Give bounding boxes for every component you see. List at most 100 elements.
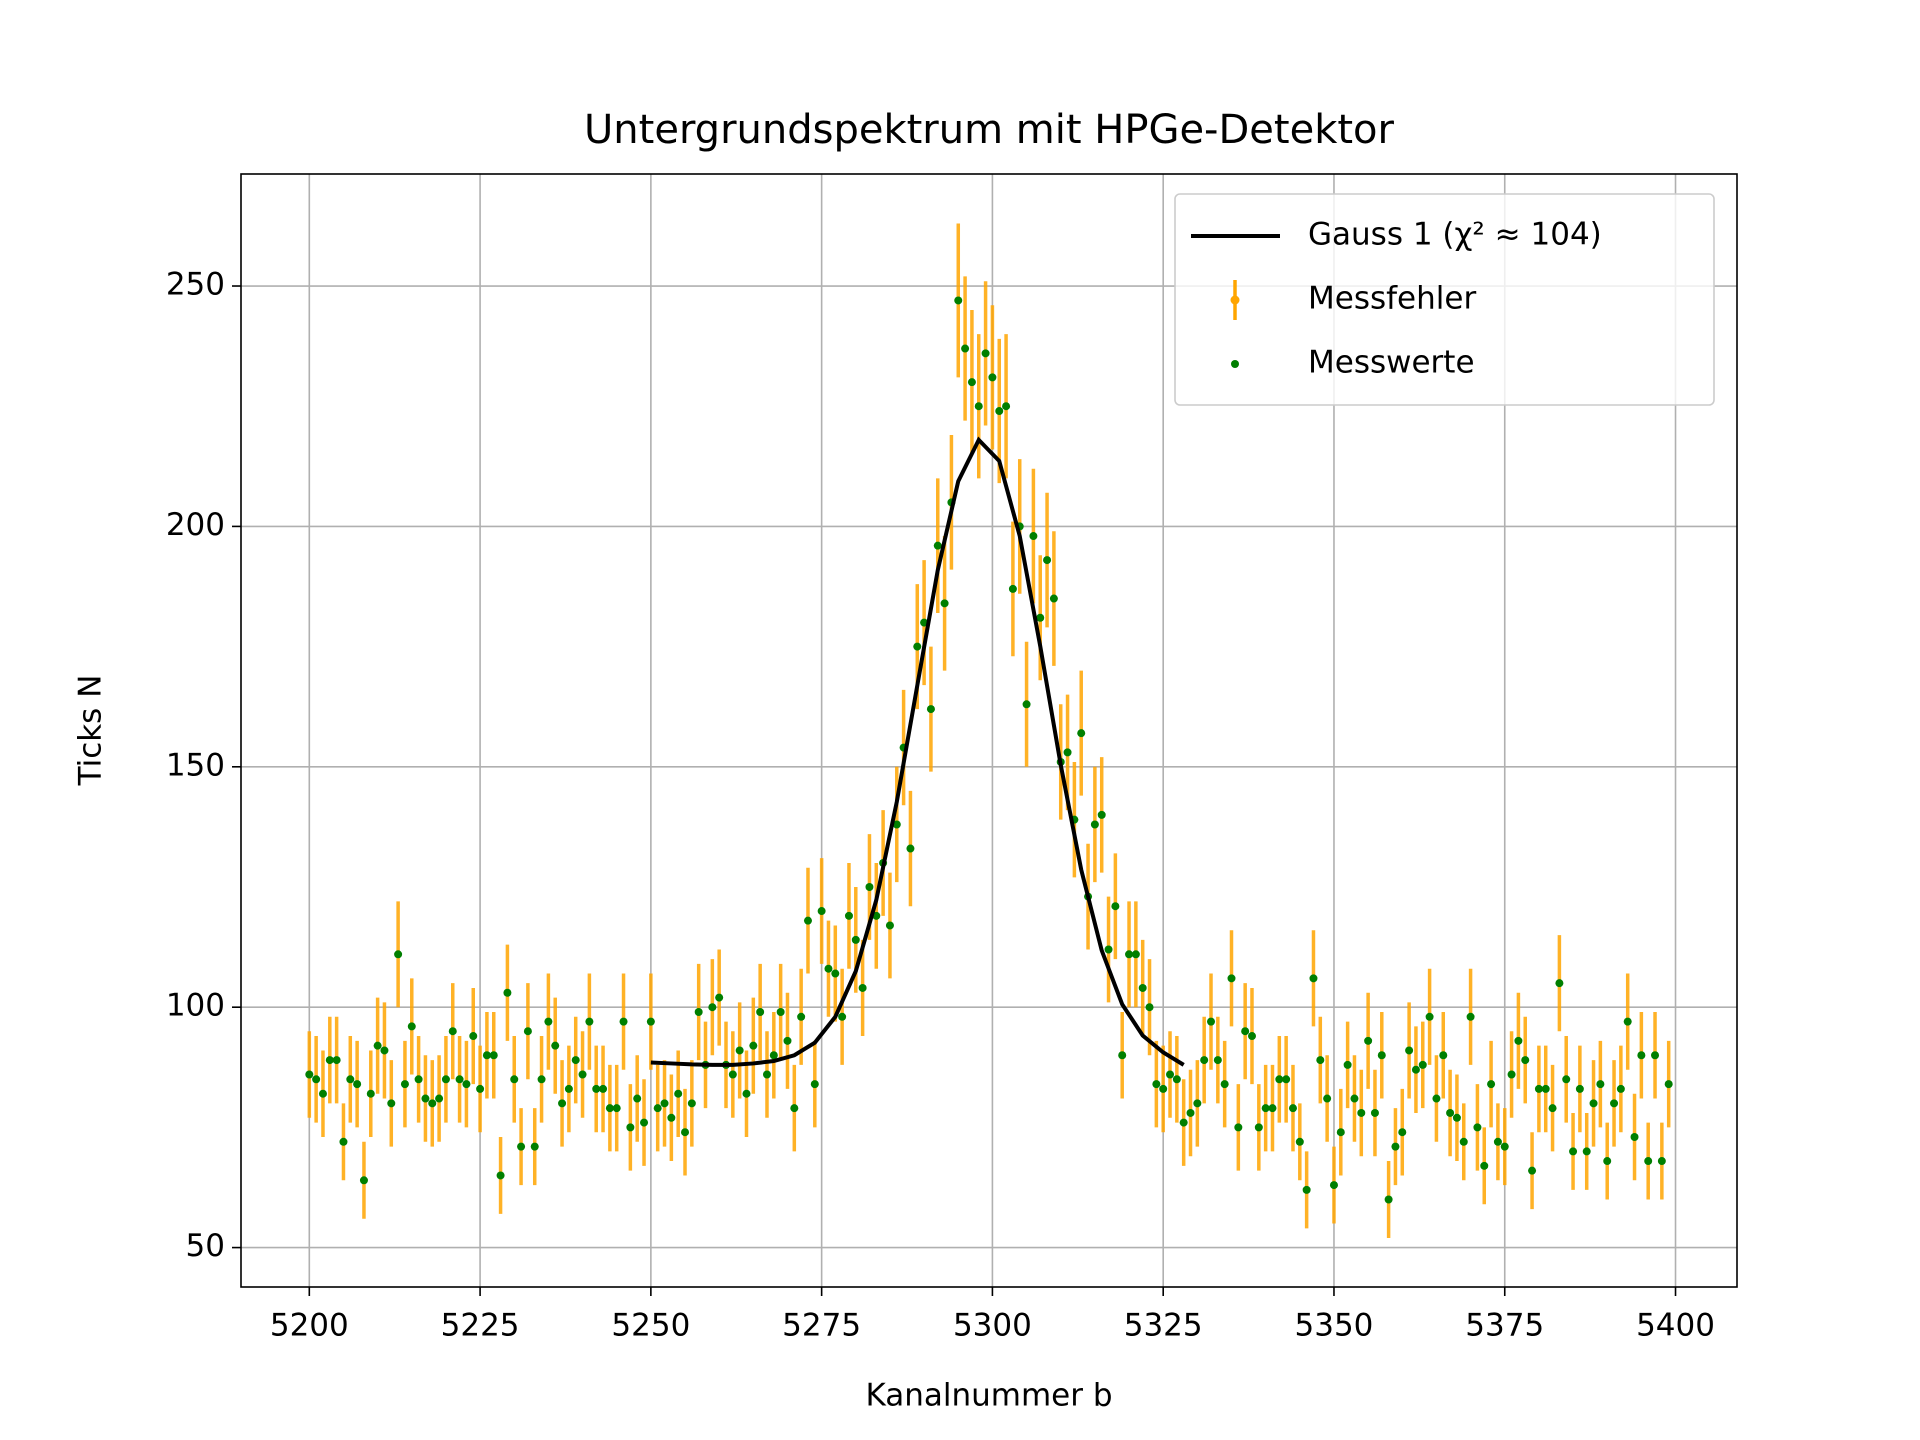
data-point — [1254, 1123, 1263, 1132]
data-point — [421, 1094, 430, 1103]
data-point — [974, 402, 983, 411]
data-point — [1309, 974, 1318, 983]
data-point — [339, 1137, 348, 1146]
data-point — [305, 1070, 314, 1079]
data-point — [926, 705, 935, 714]
data-point — [346, 1075, 355, 1084]
data-point — [1343, 1060, 1352, 1069]
data-point — [1425, 1012, 1434, 1021]
data-point — [585, 1017, 594, 1026]
data-point — [1227, 974, 1236, 983]
data-point — [1603, 1157, 1612, 1166]
data-point — [1377, 1051, 1386, 1060]
data-point — [517, 1142, 526, 1151]
data-point — [318, 1089, 327, 1098]
data-point — [1569, 1147, 1578, 1156]
data-point — [660, 1099, 669, 1108]
data-point — [366, 1089, 375, 1098]
data-point — [626, 1123, 635, 1132]
data-point — [1562, 1075, 1571, 1084]
data-point — [1336, 1128, 1345, 1137]
data-point — [1268, 1104, 1277, 1113]
data-point — [332, 1056, 341, 1065]
y-tick-label: 200 — [166, 507, 225, 543]
data-point — [633, 1094, 642, 1103]
data-point — [1534, 1084, 1543, 1093]
data-point — [756, 1007, 765, 1016]
legend-label: Gauss 1 (χ² ≈ 104) — [1308, 217, 1602, 253]
data-point — [1036, 613, 1045, 622]
data-point — [1043, 556, 1052, 565]
data-point — [1350, 1094, 1359, 1103]
data-point — [530, 1142, 539, 1151]
data-point — [653, 1104, 662, 1113]
data-point — [783, 1036, 792, 1045]
x-tick-label: 5250 — [611, 1308, 690, 1344]
data-point — [1439, 1051, 1448, 1060]
data-point — [469, 1032, 478, 1041]
data-point — [1664, 1080, 1673, 1089]
data-point — [961, 344, 970, 353]
data-point — [1172, 1075, 1181, 1084]
x-tick-label: 5225 — [441, 1308, 520, 1344]
data-point — [1493, 1137, 1502, 1146]
plot-frame — [240, 173, 1738, 1288]
data-point — [762, 1070, 771, 1079]
data-point — [387, 1099, 396, 1108]
data-point — [1432, 1094, 1441, 1103]
data-point — [1582, 1147, 1591, 1156]
data-point — [1623, 1017, 1632, 1026]
data-point — [1234, 1123, 1243, 1132]
data-point — [1302, 1185, 1311, 1194]
data-point — [844, 911, 853, 920]
data-point — [503, 988, 512, 997]
data-point — [1282, 1075, 1291, 1084]
data-point — [571, 1056, 580, 1065]
data-point — [312, 1075, 321, 1084]
data-point — [380, 1046, 389, 1055]
data-point — [1637, 1051, 1646, 1060]
data-point — [667, 1113, 676, 1122]
data-point — [995, 407, 1004, 416]
x-tick-label: 5400 — [1636, 1308, 1715, 1344]
data-point — [564, 1084, 573, 1093]
y-tick-label: 150 — [166, 747, 225, 783]
x-tick-label: 5300 — [953, 1308, 1032, 1344]
data-point — [803, 916, 812, 925]
data-point — [1610, 1099, 1619, 1108]
data-point — [551, 1041, 560, 1050]
data-point — [578, 1070, 587, 1079]
data-point — [981, 349, 990, 358]
data-point — [1364, 1036, 1373, 1045]
data-point — [1507, 1070, 1516, 1079]
data-point — [810, 1080, 819, 1089]
data-point — [394, 950, 403, 959]
data-point — [359, 1176, 368, 1185]
data-point — [1261, 1104, 1270, 1113]
data-point — [1391, 1142, 1400, 1151]
data-point — [1418, 1060, 1427, 1069]
data-point — [967, 378, 976, 387]
data-point — [1452, 1113, 1461, 1122]
data-point — [1111, 902, 1120, 911]
data-point — [476, 1084, 485, 1093]
data-point — [694, 1007, 703, 1016]
data-point — [1049, 594, 1058, 603]
data-point — [1500, 1142, 1509, 1151]
data-point — [831, 969, 840, 978]
data-point — [455, 1075, 464, 1084]
data-point — [353, 1080, 362, 1089]
data-point — [906, 844, 915, 853]
data-point — [1166, 1070, 1175, 1079]
x-tick-label: 5325 — [1124, 1308, 1203, 1344]
data-point — [1528, 1166, 1537, 1175]
data-point — [605, 1104, 614, 1113]
data-point — [619, 1017, 628, 1026]
data-point — [1541, 1084, 1550, 1093]
data-point — [1125, 950, 1134, 959]
x-axis-label: Kanalnummer b — [865, 1378, 1112, 1414]
data-point — [892, 820, 901, 829]
data-point — [954, 296, 963, 305]
data-point — [1480, 1161, 1489, 1170]
data-point — [1411, 1065, 1420, 1074]
